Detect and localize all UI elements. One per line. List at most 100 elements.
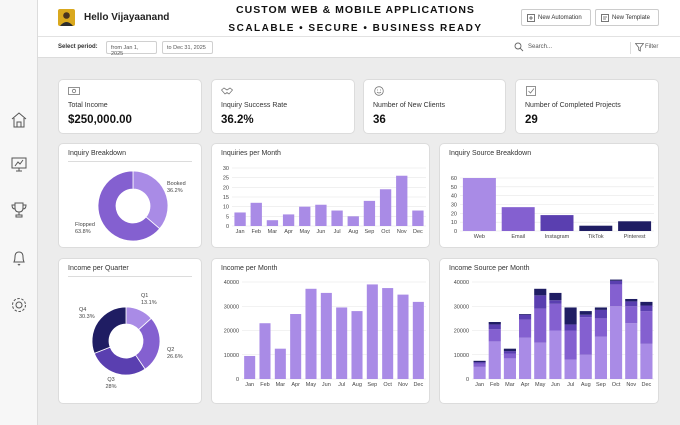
from-date-picker[interactable]: from Jan 1, 2025 <box>106 41 157 57</box>
bar <box>315 204 327 226</box>
bar <box>379 189 392 226</box>
kpi-label: Number of New Clients <box>373 102 445 109</box>
donut-slice <box>132 170 169 230</box>
x-tick-label: Dec <box>642 382 652 388</box>
inquiries-per-month-card: Inquiries per Month 0 5 10 15 20 25 30 Jan Feb Ma… <box>211 143 430 248</box>
bar <box>396 175 408 226</box>
kpi-card-new-clients: Number of New Clients 36 <box>363 79 506 134</box>
bar <box>305 288 317 379</box>
y-tick-label: 40 <box>451 194 457 200</box>
stacked-bar-segment <box>579 314 592 318</box>
filter-icon <box>635 43 644 52</box>
filter-button[interactable]: Filter <box>630 42 670 54</box>
x-tick-label: Feb <box>490 382 499 388</box>
stacked-bar-segment <box>473 366 486 379</box>
kpi-value: 36.2% <box>221 114 254 126</box>
stacked-bar-segment <box>503 358 516 379</box>
chart-svg: 0 10000 20000 30000 40000 Jan Feb Mar Apr May Jun J… <box>224 280 426 388</box>
x-tick-label: Oct <box>383 382 392 388</box>
x-tick-label: Jul <box>567 382 574 388</box>
stacked-bar-segment <box>594 336 607 379</box>
stacked-bar-segment <box>610 279 623 281</box>
kpi-value: 29 <box>525 114 538 126</box>
y-tick-label: 30000 <box>454 304 469 310</box>
bar <box>579 225 613 231</box>
y-tick-label: 10 <box>223 205 229 211</box>
bar <box>363 200 376 226</box>
stacked-bar-segment <box>610 306 623 379</box>
bar <box>290 314 302 379</box>
settings-icon[interactable] <box>9 295 29 315</box>
presentation-icon[interactable] <box>9 154 29 174</box>
x-tick-label: Apr <box>284 229 293 235</box>
to-date-picker[interactable]: to Dec 31, 2025 <box>162 41 213 54</box>
stacked-bar-segment <box>549 292 562 301</box>
new-template-label: New Template <box>612 14 650 21</box>
stacked-bar-segment <box>625 323 638 379</box>
stacked-bar-segment <box>488 341 501 379</box>
x-tick-label: Apr <box>521 382 530 388</box>
bar <box>282 214 295 226</box>
x-tick-label: May <box>535 382 546 388</box>
income-per-quarter-card: Income per Quarter Q1 13.1% Q2 26.6% Q3 28% Q4… <box>58 258 202 404</box>
y-tick-label: 30 <box>223 166 229 172</box>
x-tick-label: Jan <box>245 382 254 388</box>
stacked-bar-segment <box>594 318 607 337</box>
stacked-bar-segment <box>564 359 577 379</box>
bar <box>274 348 286 379</box>
stacked-bar-segment <box>519 314 532 315</box>
chart-title: Inquiries per Month <box>221 150 281 157</box>
inquiry-source-card: Inquiry Source Breakdown 0 10 20 30 40 50 60 We… <box>439 143 659 248</box>
donut-slice <box>93 346 146 376</box>
kpi-value: $250,000.00 <box>68 114 132 126</box>
x-tick-label: Jul <box>338 382 345 388</box>
title-divider <box>68 276 192 277</box>
slice-value-label: 28% <box>105 384 116 390</box>
stacked-bar-segment <box>488 324 501 330</box>
avatar[interactable] <box>58 9 75 26</box>
trophy-icon[interactable] <box>9 200 29 220</box>
stacked-bar-segment <box>503 348 516 352</box>
x-tick-label: Nov <box>626 382 636 388</box>
new-automation-button[interactable]: New Automation <box>521 9 591 26</box>
stacked-bar-segment <box>594 309 607 319</box>
slice-label: Q3 <box>107 377 114 383</box>
stacked-bar-segment <box>519 337 532 379</box>
x-tick-label: Jan <box>236 229 245 235</box>
bar <box>540 215 574 231</box>
slice-label: Q1 <box>141 293 148 299</box>
automation-icon <box>527 14 535 22</box>
bar <box>382 288 394 379</box>
template-icon <box>601 14 609 22</box>
bell-icon[interactable] <box>9 248 29 268</box>
stacked-bar-segment <box>534 308 547 343</box>
stacked-bar-segment <box>640 343 653 379</box>
slice-value-label: 30.3% <box>79 314 95 320</box>
stacked-bar-segment <box>625 298 638 302</box>
y-tick-label: 10 <box>451 220 457 226</box>
stacked-bar-segment <box>473 362 486 364</box>
bar <box>259 323 271 379</box>
headline: CUSTOM WEB & MOBILE APPLICATIONS <box>236 4 475 16</box>
search-placeholder: Search... <box>528 44 553 50</box>
y-tick-label: 50 <box>451 185 457 191</box>
slice-label: Q4 <box>79 307 86 313</box>
x-tick-label: Jun <box>322 382 331 388</box>
x-tick-label: Sep <box>365 229 375 235</box>
x-tick-label: Aug <box>348 229 358 235</box>
bar <box>366 284 378 379</box>
bar <box>347 216 359 226</box>
stacked-bar-segment <box>488 329 501 342</box>
sidebar <box>0 0 38 425</box>
slice-value-label: 13.1% <box>141 300 157 306</box>
new-template-button[interactable]: New Template <box>595 9 659 26</box>
x-tick-label: Web <box>474 234 485 240</box>
kpi-label: Number of Completed Projects <box>525 102 621 109</box>
stacked-bar-segment <box>473 360 486 363</box>
stacked-bar-segment <box>534 342 547 379</box>
search-input[interactable]: Search... <box>514 42 614 54</box>
home-icon[interactable] <box>9 110 29 130</box>
greeting: Hello Vijayaanand <box>84 12 170 23</box>
